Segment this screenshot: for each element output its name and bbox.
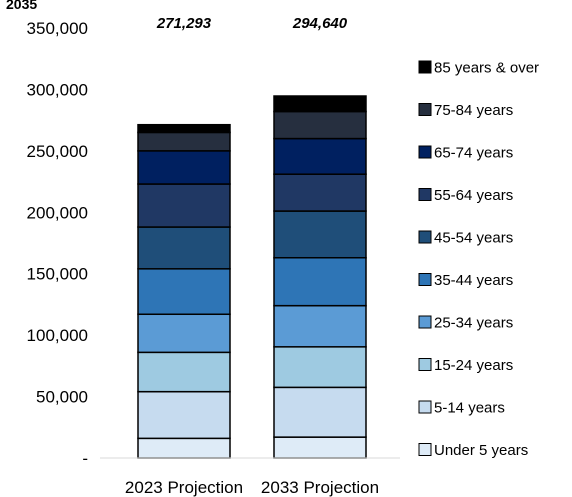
legend-swatch [418,145,432,159]
x-category-label: 2033 Projection [261,478,379,497]
legend-swatch [418,60,432,74]
legend-item: 65-74 years [418,145,513,162]
bar-segment [137,313,231,354]
bar-segment [273,386,367,438]
legend-label: 85 years & over [434,60,539,77]
legend-swatch [418,315,432,329]
legend-label: 5-14 years [434,400,505,417]
legend-swatch [418,273,432,286]
legend-label: 45-54 years [434,230,513,247]
y-tick-label: 200,000 [27,203,88,222]
legend-item: 25-34 years [418,315,513,332]
bar-segment [273,304,367,348]
bar-segment [137,150,231,185]
legend-item: Under 5 years [418,442,528,459]
y-tick-label: 150,000 [27,265,88,284]
bar-total-label: 271,293 [156,15,212,32]
bar-segment [273,95,367,113]
chart-title-fragment: 2035 [6,0,37,12]
y-tick-label: 350,000 [27,19,88,38]
legend-item: 55-64 years [418,187,513,204]
bar-segment [137,226,231,270]
legend-swatch [418,400,432,414]
legend-label: Under 5 years [434,442,528,459]
x-category-label: 2023 Projection [125,478,243,497]
legend-item: 75-84 years [418,102,513,119]
legend-item: 35-44 years [418,272,513,289]
bar-segment [137,437,231,459]
bar-segment [273,173,367,212]
bar-segment [137,183,231,228]
legend-swatch [418,358,432,371]
y-tick-label: - [82,449,88,468]
bar-segment [273,137,367,175]
bar-segment [273,110,367,140]
legend-swatch [418,230,432,244]
legend-item: 5-14 years [418,400,505,417]
y-tick-label: 300,000 [27,80,88,99]
y-tick-label: 100,000 [27,326,88,345]
legend-label: 25-34 years [434,315,513,332]
legend-label: 65-74 years [434,145,513,162]
legend-swatch [418,188,432,201]
bar-total-label: 294,640 [292,15,348,32]
bar-segment [273,346,367,389]
bar-segment [137,351,231,393]
legend-label: 55-64 years [434,187,513,204]
legend-item: 15-24 years [418,357,513,374]
legend-item: 85 years & over [418,60,539,77]
legend-label: 75-84 years [434,102,513,119]
bar-segment [273,210,367,259]
y-tick-label: 50,000 [36,388,88,407]
bar-segment [137,268,231,316]
legend-label: 15-24 years [434,357,513,374]
legend-label: 35-44 years [434,272,513,289]
legend-swatch [418,103,432,116]
legend-swatch [418,443,432,456]
bar-segment [137,123,231,134]
legend-item: 45-54 years [418,230,513,247]
bar-segment [273,256,367,307]
y-tick-label: 250,000 [27,142,88,161]
bar-segment [137,390,231,440]
bar-segment [137,131,231,152]
bar-segment [273,436,367,459]
